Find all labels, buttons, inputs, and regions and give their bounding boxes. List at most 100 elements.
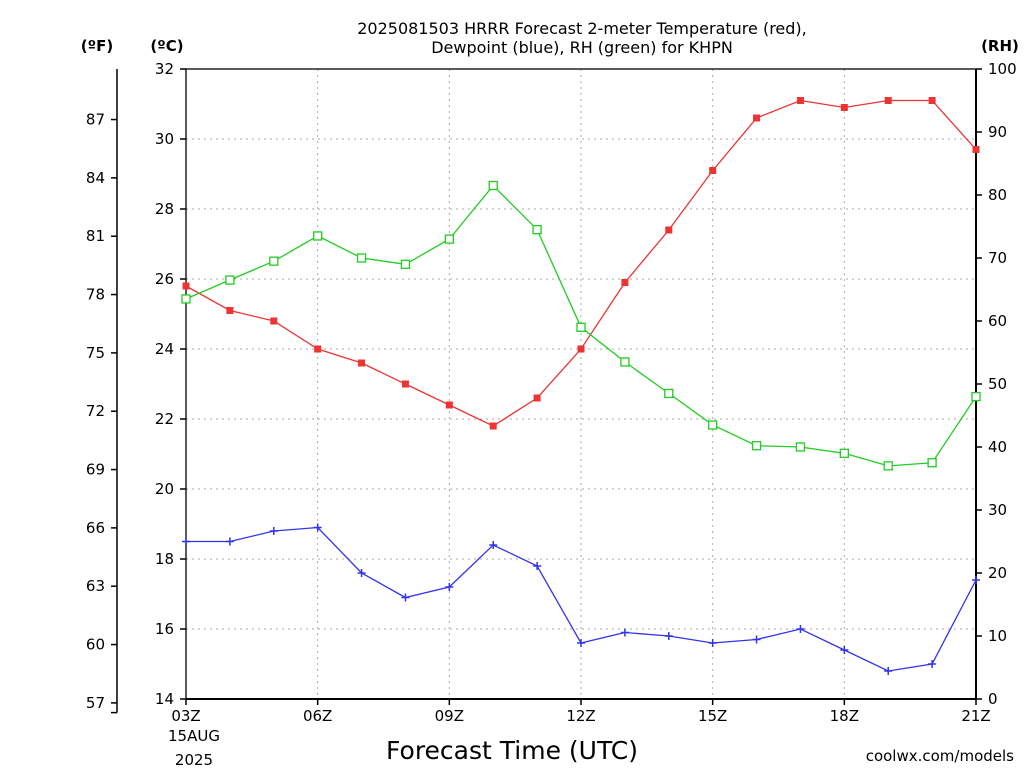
temperature-point	[840, 104, 848, 111]
temperature-point	[401, 380, 409, 388]
rh-tick-label: 100	[988, 60, 1017, 78]
fahrenheit-tick-label: 57	[86, 694, 105, 712]
rh-point	[927, 458, 937, 468]
rh-tick-label: 40	[988, 438, 1007, 456]
dewpoint-point	[928, 660, 937, 668]
temperature-point	[796, 97, 804, 104]
rh-tick-label: 10	[988, 627, 1007, 645]
x-tick-label: 06Z	[303, 707, 332, 725]
dewpoint-point	[269, 527, 278, 535]
fahrenheit-unit-label: (ºF)	[81, 37, 113, 55]
x-tick-label: 09Z	[435, 707, 464, 725]
rh-tick-label: 30	[988, 501, 1007, 519]
chart-title-line-1: 2025081503 HRRR Forecast 2-meter Tempera…	[357, 19, 807, 38]
x-axis-title: Forecast Time (UTC)	[386, 736, 638, 765]
temperature-point	[621, 279, 629, 286]
rh-tick-label: 60	[988, 312, 1007, 330]
dewpoint-point	[752, 635, 761, 644]
rh-point	[883, 461, 893, 471]
rh-point	[181, 294, 191, 304]
rh-tick-label: 90	[988, 123, 1007, 141]
fahrenheit-tick-label: 75	[86, 344, 105, 362]
fahrenheit-tick-label: 78	[86, 286, 105, 304]
dewpoint-point	[840, 646, 849, 654]
temperature-line	[185, 99, 977, 427]
celsius-tick-label: 30	[155, 130, 174, 148]
fahrenheit-tick-label: 69	[86, 461, 105, 479]
rh-unit-label: (RH)	[981, 37, 1019, 55]
rh-point	[444, 234, 454, 244]
rh-point	[313, 231, 323, 241]
rh-tick-label: 0	[988, 690, 998, 708]
dewpoint-point	[796, 625, 805, 633]
celsius-tick-label: 28	[155, 200, 174, 218]
x-tick-label: 12Z	[566, 707, 595, 725]
celsius-tick-label: 14	[155, 690, 174, 708]
dewpoint-point	[489, 541, 498, 549]
fahrenheit-tick-label: 87	[86, 111, 105, 129]
rh-point	[269, 256, 279, 266]
temperature-point	[928, 97, 936, 104]
celsius-tick-label: 26	[155, 270, 174, 288]
fahrenheit-tick-label: 60	[86, 636, 105, 654]
rh-tick-label: 80	[988, 186, 1007, 204]
dewpoint-point	[577, 639, 585, 647]
temperature-point	[753, 114, 761, 122]
celsius-tick-label: 32	[155, 60, 174, 78]
dewpoint-point	[182, 537, 190, 546]
temperature-point	[533, 394, 541, 402]
temperature-point	[270, 317, 278, 325]
x-start-label-date: 15AUG	[168, 727, 220, 745]
dewpoint-point	[533, 562, 542, 570]
celsius-tick-label: 24	[155, 340, 174, 358]
celsius-tick-label: 20	[155, 480, 174, 498]
dewpoint-point	[972, 576, 980, 584]
fahrenheit-tick-label: 63	[86, 577, 105, 595]
fahrenheit-tick-label: 72	[86, 402, 105, 420]
x-tick-label: 03Z	[171, 707, 200, 725]
temperature-point	[489, 422, 497, 430]
rh-point	[751, 441, 762, 451]
rh-tick-label: 20	[988, 564, 1007, 582]
fahrenheit-tick-label: 84	[86, 169, 105, 187]
credit-link[interactable]: coolwx.com/models	[866, 747, 1014, 765]
dewpoint-point	[313, 523, 322, 532]
grid	[186, 69, 976, 699]
rh-tick-label: 50	[988, 375, 1007, 393]
dewpoint-point	[401, 593, 410, 602]
temperature-point	[709, 167, 717, 174]
rh-point	[488, 180, 498, 191]
fahrenheit-tick-label: 66	[86, 519, 105, 537]
chart-title-line-2: Dewpoint (blue), RH (green) for KHPN	[431, 38, 733, 57]
dewpoint-point	[225, 537, 234, 546]
temperature-point	[577, 345, 585, 353]
celsius-tick-label: 18	[155, 550, 174, 568]
rh-point	[795, 442, 806, 452]
axes: 03Z 06Z 09Z 12Z 15Z 18Z 21Z 14 16 18 20 22 24 26 28 30 3…	[86, 60, 1017, 725]
x-start-label-year: 2025	[175, 751, 213, 768]
temperature-point	[226, 307, 234, 314]
temperature-point	[182, 282, 190, 290]
rh-point	[225, 275, 235, 285]
dewpoint-point	[357, 569, 366, 577]
rh-point	[356, 253, 367, 263]
temperature-point	[445, 401, 453, 409]
rh-point	[400, 259, 411, 269]
rh-point	[664, 388, 674, 399]
celsius-unit-label: (ºC)	[150, 37, 183, 55]
dewpoint-point	[445, 583, 454, 591]
celsius-tick-label: 22	[155, 410, 174, 428]
x-tick-label: 15Z	[698, 707, 727, 725]
dewpoint-point	[708, 639, 717, 647]
fahrenheit-tick-label: 81	[86, 227, 105, 245]
temperature-point	[884, 97, 892, 104]
x-tick-label: 18Z	[830, 707, 859, 725]
temperature-point	[358, 359, 366, 367]
temperature-point	[314, 345, 322, 353]
rh-point	[839, 448, 849, 458]
dewpoint-point	[620, 628, 629, 637]
rh-point	[576, 322, 586, 332]
dewpoint-point	[884, 667, 893, 675]
rh-point	[620, 357, 630, 367]
